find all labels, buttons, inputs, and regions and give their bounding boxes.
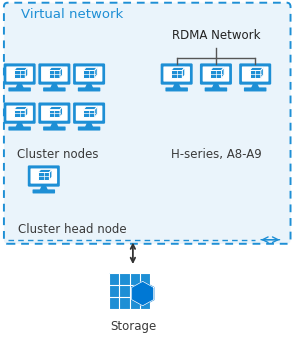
Polygon shape bbox=[15, 122, 24, 127]
Polygon shape bbox=[38, 169, 52, 172]
FancyBboxPatch shape bbox=[33, 189, 55, 193]
Polygon shape bbox=[95, 106, 97, 117]
Text: Storage: Storage bbox=[110, 320, 156, 333]
FancyBboxPatch shape bbox=[203, 66, 229, 82]
Polygon shape bbox=[25, 106, 28, 117]
Polygon shape bbox=[132, 281, 154, 306]
Polygon shape bbox=[85, 83, 93, 88]
FancyBboxPatch shape bbox=[8, 87, 31, 91]
Polygon shape bbox=[60, 106, 63, 117]
FancyBboxPatch shape bbox=[38, 63, 70, 85]
Polygon shape bbox=[14, 67, 28, 70]
FancyBboxPatch shape bbox=[165, 87, 188, 91]
FancyBboxPatch shape bbox=[73, 63, 105, 85]
Polygon shape bbox=[50, 169, 52, 180]
FancyBboxPatch shape bbox=[28, 165, 60, 187]
FancyBboxPatch shape bbox=[8, 126, 31, 131]
Polygon shape bbox=[210, 67, 224, 70]
Polygon shape bbox=[212, 83, 220, 88]
Bar bbox=[109, 273, 150, 309]
Polygon shape bbox=[83, 67, 97, 70]
Text: RDMA Network: RDMA Network bbox=[172, 29, 260, 42]
FancyBboxPatch shape bbox=[43, 126, 66, 131]
Polygon shape bbox=[83, 70, 95, 78]
Polygon shape bbox=[171, 67, 185, 70]
FancyBboxPatch shape bbox=[242, 66, 268, 82]
FancyBboxPatch shape bbox=[4, 102, 36, 124]
FancyBboxPatch shape bbox=[4, 63, 36, 85]
Polygon shape bbox=[172, 83, 181, 88]
Polygon shape bbox=[49, 106, 63, 109]
FancyBboxPatch shape bbox=[200, 63, 232, 85]
Polygon shape bbox=[40, 185, 48, 190]
Polygon shape bbox=[95, 67, 97, 78]
Polygon shape bbox=[14, 106, 28, 109]
FancyBboxPatch shape bbox=[38, 102, 70, 124]
Polygon shape bbox=[83, 106, 97, 109]
FancyBboxPatch shape bbox=[78, 126, 100, 131]
FancyBboxPatch shape bbox=[205, 87, 227, 91]
Text: Cluster nodes: Cluster nodes bbox=[17, 148, 98, 161]
Polygon shape bbox=[85, 122, 93, 127]
Text: H-series, A8-A9: H-series, A8-A9 bbox=[171, 148, 261, 161]
Polygon shape bbox=[251, 83, 259, 88]
Text: Cluster head node: Cluster head node bbox=[18, 223, 127, 236]
Polygon shape bbox=[171, 70, 182, 78]
Polygon shape bbox=[249, 67, 263, 70]
FancyBboxPatch shape bbox=[31, 168, 57, 184]
Polygon shape bbox=[25, 67, 28, 78]
Polygon shape bbox=[38, 172, 50, 180]
FancyBboxPatch shape bbox=[6, 66, 33, 82]
FancyBboxPatch shape bbox=[43, 87, 66, 91]
Polygon shape bbox=[222, 67, 224, 78]
Text: Virtual network: Virtual network bbox=[21, 8, 124, 21]
Polygon shape bbox=[60, 67, 63, 78]
Polygon shape bbox=[49, 109, 60, 117]
FancyBboxPatch shape bbox=[76, 105, 102, 121]
Polygon shape bbox=[49, 70, 60, 78]
FancyBboxPatch shape bbox=[239, 63, 271, 85]
Polygon shape bbox=[14, 109, 25, 117]
FancyBboxPatch shape bbox=[41, 105, 68, 121]
FancyBboxPatch shape bbox=[244, 87, 266, 91]
FancyBboxPatch shape bbox=[161, 63, 193, 85]
Polygon shape bbox=[249, 70, 261, 78]
Polygon shape bbox=[210, 70, 222, 78]
Polygon shape bbox=[50, 83, 59, 88]
FancyBboxPatch shape bbox=[163, 66, 190, 82]
Polygon shape bbox=[182, 67, 185, 78]
Polygon shape bbox=[49, 67, 63, 70]
Polygon shape bbox=[15, 83, 24, 88]
Polygon shape bbox=[14, 70, 25, 78]
FancyBboxPatch shape bbox=[41, 66, 68, 82]
Bar bbox=[109, 273, 150, 309]
Polygon shape bbox=[83, 109, 95, 117]
FancyBboxPatch shape bbox=[73, 102, 105, 124]
FancyBboxPatch shape bbox=[4, 3, 291, 244]
FancyBboxPatch shape bbox=[6, 105, 33, 121]
FancyBboxPatch shape bbox=[78, 87, 100, 91]
FancyBboxPatch shape bbox=[76, 66, 102, 82]
Polygon shape bbox=[261, 67, 263, 78]
Polygon shape bbox=[50, 122, 59, 127]
Text: ···: ··· bbox=[266, 235, 275, 245]
